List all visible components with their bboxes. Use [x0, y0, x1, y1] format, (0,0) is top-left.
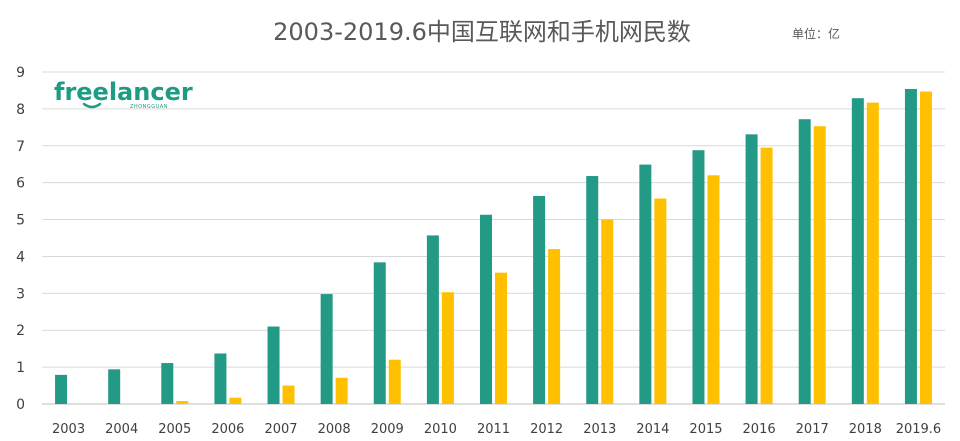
- freelancer-logo: freelancer ZHONGGUAN: [54, 78, 193, 110]
- x-tick-label: 2011: [477, 422, 510, 437]
- x-tick-label: 2017: [796, 422, 829, 437]
- bar-series-1-2006: [214, 353, 227, 404]
- y-tick-label: 8: [16, 102, 25, 118]
- x-axis-ticks: 2003 2004 2005 2006 2007 2008 2009 2010 2011 2012…: [52, 422, 941, 437]
- x-tick-label: 2019.6: [896, 422, 942, 437]
- y-axis-ticks: 0 1 2 3 4 5 6 7 8 9: [16, 65, 25, 413]
- y-tick-label: 3: [16, 286, 25, 302]
- bar-series-2-2008: [335, 377, 348, 404]
- bar-series-1-2014: [639, 164, 652, 404]
- x-tick-label: 2016: [743, 422, 776, 437]
- x-tick-label: 2004: [105, 422, 138, 437]
- y-tick-label: 9: [16, 65, 25, 81]
- bar-series-2-2017: [813, 126, 826, 404]
- unit-label: 单位：亿: [792, 26, 840, 41]
- bars: [55, 88, 932, 405]
- x-tick-label: 2018: [849, 422, 882, 437]
- bar-series-1-2011: [480, 214, 492, 404]
- bar-series-1-2007: [267, 326, 280, 404]
- bar-series-1-2017: [798, 119, 811, 405]
- bar-series-1-2010: [426, 235, 439, 404]
- bar-series-2-2009: [388, 359, 401, 404]
- bar-series-2-2016: [760, 147, 773, 404]
- bar-series-1-2009: [373, 262, 386, 404]
- bar-series-1-2019.6: [904, 88, 917, 405]
- x-tick-label: 2005: [158, 422, 191, 437]
- y-tick-label: 2: [16, 323, 25, 339]
- x-tick-label: 2003: [52, 422, 85, 437]
- bar-series-1-2004: [108, 369, 121, 404]
- bar-series-2-2012: [548, 249, 561, 404]
- bar-series-1-2015: [692, 150, 705, 404]
- y-tick-label: 1: [16, 360, 25, 376]
- bar-series-1-2003: [55, 374, 68, 404]
- bar-series-2-2011: [495, 272, 507, 404]
- bar-series-2-2019.6: [919, 91, 932, 404]
- bar-series-2-2006: [229, 397, 242, 404]
- x-tick-label: 2015: [689, 422, 722, 437]
- bar-series-1-2016: [745, 134, 758, 404]
- x-tick-label: 2006: [211, 422, 244, 437]
- chart-title: 2003-2019.6中国互联网和手机网民数: [273, 18, 691, 46]
- bar-series-1-2012: [533, 195, 546, 404]
- bar-series-1-2005: [161, 363, 174, 404]
- grid-lines: [42, 71, 945, 405]
- y-tick-label: 5: [16, 213, 25, 229]
- y-tick-label: 0: [16, 397, 25, 413]
- x-tick-label: 2013: [583, 422, 616, 437]
- y-tick-label: 4: [16, 249, 25, 265]
- bar-series-2-2015: [707, 175, 720, 404]
- logo-smile-icon: [82, 102, 102, 109]
- bar-series-2-2005: [176, 401, 189, 404]
- x-tick-label: 2010: [424, 422, 457, 437]
- x-tick-label: 2014: [636, 422, 669, 437]
- logo-subtext: ZHONGGUAN: [130, 104, 168, 110]
- bar-series-2-2007: [282, 385, 295, 404]
- bar-series-2-2010: [441, 292, 454, 404]
- x-tick-label: 2008: [318, 422, 351, 437]
- x-tick-label: 2012: [530, 422, 563, 437]
- logo-text: freelancer: [54, 78, 193, 106]
- y-tick-label: 7: [16, 139, 25, 155]
- bar-series-2-2018: [866, 102, 879, 405]
- bar-series-1-2018: [851, 98, 864, 405]
- bar-series-1-2013: [586, 176, 599, 404]
- bar-series-2-2014: [654, 198, 667, 404]
- bar-series-1-2008: [320, 294, 333, 404]
- x-tick-label: 2007: [264, 422, 297, 437]
- bar-series-2-2013: [601, 219, 614, 404]
- y-tick-label: 6: [16, 176, 25, 192]
- x-tick-label: 2009: [371, 422, 404, 437]
